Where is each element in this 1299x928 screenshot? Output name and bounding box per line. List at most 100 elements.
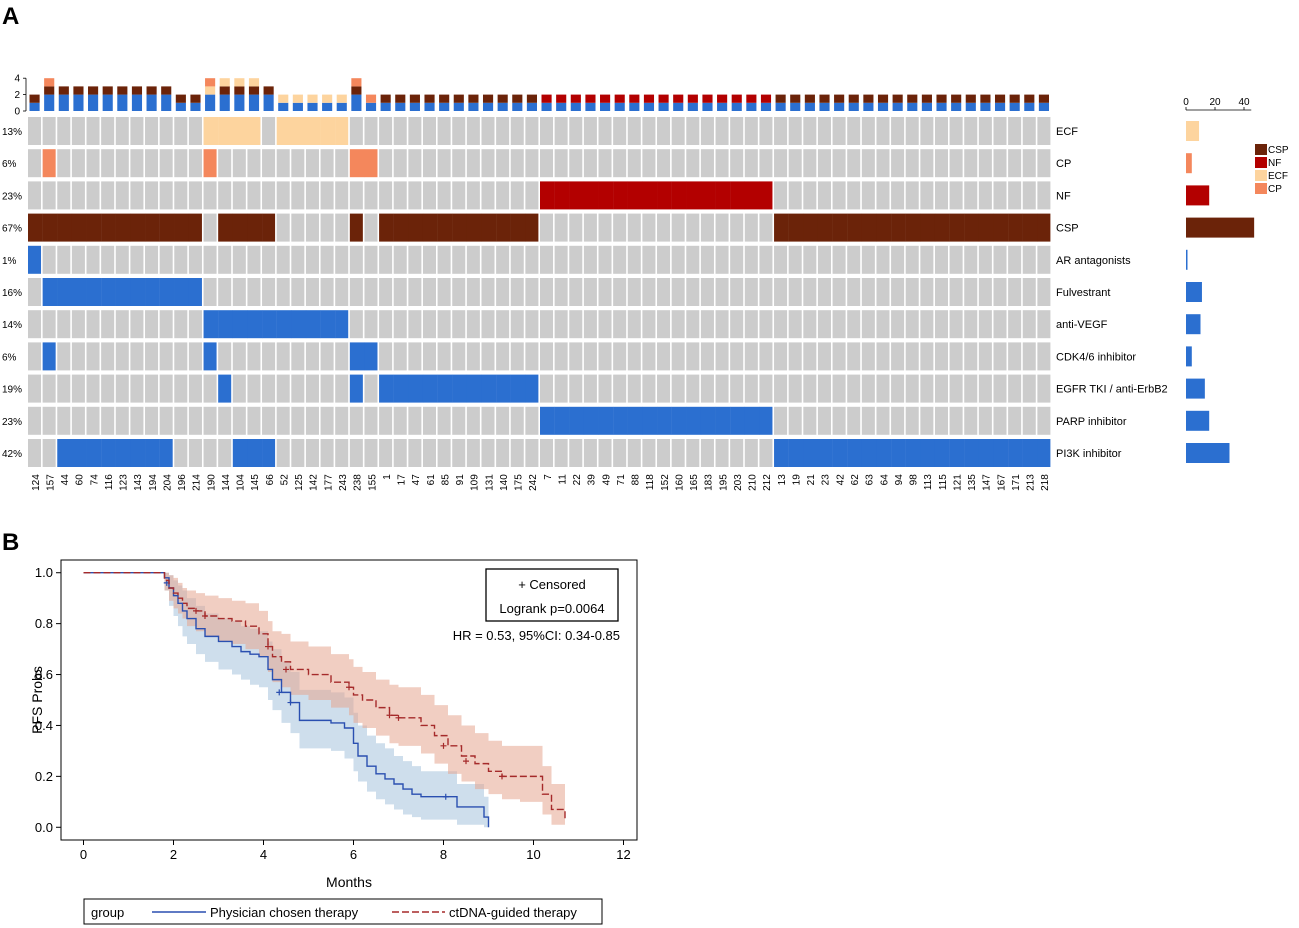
heatmap-cell [86, 439, 102, 467]
top-bar-segment [248, 86, 260, 95]
heatmap-cell [496, 342, 510, 371]
heatmap-cell [408, 181, 422, 210]
top-bar-segment [877, 94, 889, 103]
km-y-tick-label: 1.0 [35, 565, 53, 580]
row-percent: 13% [2, 127, 22, 138]
km-group-legend-title: group [91, 905, 124, 920]
heatmap-cell [1008, 374, 1022, 403]
top-bar-segment [307, 102, 318, 111]
heatmap-cell [657, 342, 671, 371]
top-bar-segment [117, 94, 128, 111]
heatmap-row-nf: 23% NF [2, 181, 1071, 210]
heatmap-cell [349, 342, 365, 371]
heatmap-cell [934, 213, 950, 242]
top-bar-segment [863, 102, 874, 111]
heatmap-cell [262, 213, 276, 242]
top-bar-segment [658, 94, 669, 103]
heatmap-cell [291, 149, 305, 178]
heatmap-cell [247, 149, 261, 178]
heatmap-cell [1022, 310, 1036, 339]
heatmap-cell [730, 439, 744, 467]
row-percent: 23% [2, 191, 22, 202]
km-censor-mark [276, 689, 283, 696]
heatmap-cell [598, 406, 614, 435]
side-bar-cdk4-6-inhibitor [1186, 346, 1192, 367]
heatmap-cell [481, 181, 495, 210]
heatmap-row-cp: 6% CP [2, 149, 1071, 178]
heatmap-cell [71, 149, 85, 178]
heatmap-cell [920, 245, 934, 274]
heatmap-cell [101, 278, 116, 306]
heatmap-cell [101, 310, 115, 339]
heatmap-cell [686, 213, 700, 242]
top-bar-segment [804, 94, 815, 103]
heatmap-cell [218, 245, 232, 274]
km-band-ctdna [83, 572, 565, 828]
heatmap-cell [730, 181, 745, 210]
top-bar-segment [292, 94, 303, 103]
heatmap-cell [905, 149, 919, 178]
heatmap-cell [554, 310, 568, 339]
heatmap-cell [364, 278, 378, 306]
heatmap-cell [510, 149, 524, 178]
heatmap-cell [964, 278, 978, 306]
heatmap-cell [583, 278, 597, 306]
top-bar-segment [395, 102, 406, 111]
heatmap-cell [28, 310, 42, 339]
heatmap-cell [422, 374, 438, 403]
heatmap-cell [276, 374, 290, 403]
heatmap-cell [262, 439, 276, 467]
km-censor-mark [287, 699, 294, 706]
heatmap-cell [569, 181, 585, 210]
top-bar-segment [512, 94, 523, 103]
heatmap-cell [847, 278, 861, 306]
heatmap-cell [1022, 181, 1036, 210]
top-bar-segment [746, 94, 757, 103]
heatmap-cell [349, 406, 363, 435]
km-censor-mark [193, 607, 199, 614]
heatmap-cell [232, 181, 246, 210]
top-bar-segment [58, 94, 69, 111]
heatmap-cell [159, 278, 175, 306]
heatmap-cell [101, 406, 115, 435]
patient-id-label: 11 [557, 474, 568, 485]
patient-id-labels: 124 157 44 60 74 116 123 143 194 204 196 214 190 144 1… [31, 474, 1051, 491]
heatmap-cell [891, 406, 905, 435]
top-bar-segment [863, 94, 874, 103]
km-censor-mark [463, 758, 469, 765]
patient-id-label: 17 [397, 474, 408, 486]
heatmap-cell [554, 181, 570, 210]
heatmap-cell [408, 278, 422, 306]
heatmap-cell [115, 310, 129, 339]
top-bar-segment [629, 102, 640, 111]
heatmap-cell [466, 181, 480, 210]
heatmap-cell [964, 117, 978, 145]
heatmap-cell [335, 149, 349, 178]
heatmap-cell [276, 278, 290, 306]
heatmap-cell [569, 213, 583, 242]
top-bar-segment [980, 102, 991, 111]
patient-id-label: 218 [1040, 474, 1051, 491]
top-bar-segment [88, 86, 99, 95]
heatmap-cell [744, 245, 758, 274]
top-bar-segment [44, 78, 55, 87]
top-bar-segment [760, 102, 772, 111]
top-bar-axis: 0 2 4 [14, 74, 27, 118]
top-bar-segment [131, 86, 143, 95]
top-bar-tick-label: 2 [14, 90, 20, 101]
top-bar-segment [731, 94, 742, 103]
km-censor-marks-ctdna [193, 607, 505, 780]
heatmap-cell [86, 278, 102, 306]
heatmap-cell [627, 374, 641, 403]
heatmap-cell [145, 181, 159, 210]
heatmap-cell [349, 374, 363, 403]
heatmap-cell [159, 406, 173, 435]
heatmap-cell [817, 278, 831, 306]
patient-id-label: 203 [733, 474, 744, 491]
patient-id-label: 44 [60, 474, 71, 486]
heatmap-cell [188, 149, 202, 178]
top-bar-segment [994, 102, 1006, 111]
heatmap-cell [861, 245, 875, 274]
heatmap-cell [905, 245, 919, 274]
patient-id-label: 167 [996, 474, 1007, 491]
